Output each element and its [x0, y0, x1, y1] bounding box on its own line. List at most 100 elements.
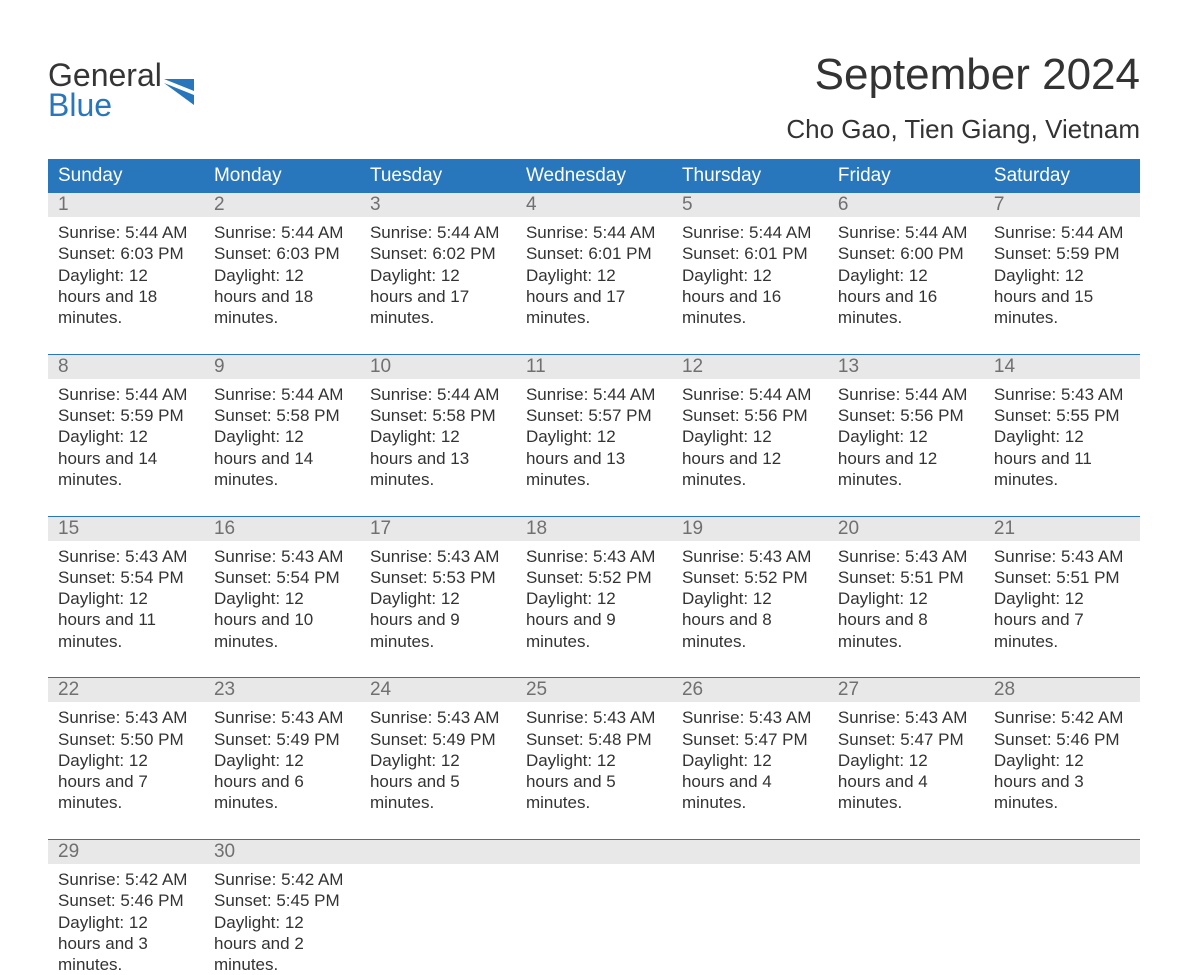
daylight: Daylight: 12 hours and 2 minutes.	[214, 912, 350, 975]
sunrise: Sunrise: 5:43 AM	[214, 707, 350, 728]
daylight: Daylight: 12 hours and 5 minutes.	[370, 750, 506, 814]
sunrise: Sunrise: 5:43 AM	[214, 546, 350, 567]
day-number	[984, 840, 1140, 865]
col-sunday: Sunday	[48, 159, 204, 193]
sunset: Sunset: 5:45 PM	[214, 890, 350, 911]
sunrise: Sunrise: 5:44 AM	[526, 384, 662, 405]
weekday-header-row: Sunday Monday Tuesday Wednesday Thursday…	[48, 159, 1140, 193]
day-number: 11	[516, 354, 672, 379]
sunrise: Sunrise: 5:43 AM	[838, 546, 974, 567]
logo-line2: Blue	[48, 87, 112, 123]
sunset: Sunset: 6:01 PM	[682, 243, 818, 264]
sunset: Sunset: 5:56 PM	[838, 405, 974, 426]
day-number: 5	[672, 193, 828, 217]
sunrise: Sunrise: 5:43 AM	[58, 546, 194, 567]
week-separator	[48, 328, 1140, 354]
day-cell: Sunrise: 5:44 AMSunset: 5:58 PMDaylight:…	[204, 379, 360, 490]
day-cell: Sunrise: 5:44 AMSunset: 6:01 PMDaylight:…	[516, 217, 672, 328]
day-cell: Sunrise: 5:43 AMSunset: 5:47 PMDaylight:…	[672, 702, 828, 813]
sunset: Sunset: 5:57 PM	[526, 405, 662, 426]
day-number: 27	[828, 678, 984, 703]
day-cell: Sunrise: 5:44 AMSunset: 5:57 PMDaylight:…	[516, 379, 672, 490]
sunset: Sunset: 5:53 PM	[370, 567, 506, 588]
day-number: 13	[828, 354, 984, 379]
day-number: 20	[828, 516, 984, 541]
day-number: 12	[672, 354, 828, 379]
day-cell: Sunrise: 5:43 AMSunset: 5:47 PMDaylight:…	[828, 702, 984, 813]
day-number: 9	[204, 354, 360, 379]
daylight: Daylight: 12 hours and 14 minutes.	[214, 426, 350, 490]
logo-text: General Blue	[48, 60, 162, 121]
daynum-row: 891011121314	[48, 354, 1140, 379]
daylight: Daylight: 12 hours and 16 minutes.	[838, 265, 974, 329]
sunrise: Sunrise: 5:43 AM	[526, 546, 662, 567]
data-row: Sunrise: 5:42 AMSunset: 5:46 PM Daylight:…	[48, 864, 1140, 975]
daylight: Daylight: 12 hours and 9 minutes.	[526, 588, 662, 652]
day-cell: Sunrise: 5:43 AMSunset: 5:49 PMDaylight:…	[204, 702, 360, 813]
sunrise: Sunrise: 5:44 AM	[214, 384, 350, 405]
sunset: Sunset: 5:46 PM	[58, 890, 194, 911]
daylight: Daylight: 12 hours and 18 minutes.	[58, 265, 194, 329]
data-row: Sunrise: 5:44 AMSunset: 6:03 PMDaylight:…	[48, 217, 1140, 328]
day-number: 8	[48, 354, 204, 379]
daylight: Daylight: 12 hours and 4 minutes.	[682, 750, 818, 814]
sunset: Sunset: 5:54 PM	[58, 567, 194, 588]
day-number: 19	[672, 516, 828, 541]
daylight: Daylight: 12 hours and 15 minutes.	[994, 265, 1130, 329]
sunrise: Sunrise: 5:44 AM	[682, 384, 818, 405]
sunrise: Sunrise: 5:43 AM	[994, 384, 1130, 405]
day-cell: Sunrise: 5:43 AMSunset: 5:55 PMDaylight:…	[984, 379, 1140, 490]
day-cell: Sunrise: 5:44 AMSunset: 6:03 PMDaylight:…	[48, 217, 204, 328]
col-saturday: Saturday	[984, 159, 1140, 193]
day-cell: Sunrise: 5:43 AMSunset: 5:54 PMDaylight:…	[204, 541, 360, 652]
week-separator	[48, 490, 1140, 516]
sunrise: Sunrise: 5:44 AM	[994, 222, 1130, 243]
day-cell: Sunrise: 5:42 AMSunset: 5:46 PMDaylight:…	[48, 864, 204, 975]
daylight: Daylight: 12 hours and 13 minutes.	[370, 426, 506, 490]
col-thursday: Thursday	[672, 159, 828, 193]
day-cell: Sunrise: 5:43 AMSunset: 5:48 PMDaylight:…	[516, 702, 672, 813]
day-number: 21	[984, 516, 1140, 541]
day-number: 30	[204, 840, 360, 865]
sunset: Sunset: 5:47 PM	[682, 729, 818, 750]
daylight: Daylight: 12 hours and 16 minutes.	[682, 265, 818, 329]
sunset: Sunset: 5:58 PM	[214, 405, 350, 426]
day-cell	[984, 864, 1140, 975]
day-number	[672, 840, 828, 865]
sunset: Sunset: 5:59 PM	[58, 405, 194, 426]
calendar-body: 1234567Sunrise: 5:44 AMSunset: 6:03 PMDa…	[48, 193, 1140, 975]
day-number: 15	[48, 516, 204, 541]
day-cell: Sunrise: 5:44 AMSunset: 5:59 PMDaylight:…	[984, 217, 1140, 328]
daylight: Daylight: 12 hours and 17 minutes.	[370, 265, 506, 329]
day-cell: Sunrise: 5:43 AMSunset: 5:49 PMDaylight:…	[360, 702, 516, 813]
day-cell: Sunrise: 5:44 AMSunset: 6:03 PMDaylight:…	[204, 217, 360, 328]
day-number: 18	[516, 516, 672, 541]
day-cell: Sunrise: 5:42 AMSunset: 5:45 PMDaylight:…	[204, 864, 360, 975]
sunset: Sunset: 5:58 PM	[370, 405, 506, 426]
day-number	[828, 840, 984, 865]
day-number	[516, 840, 672, 865]
col-tuesday: Tuesday	[360, 159, 516, 193]
day-number: 24	[360, 678, 516, 703]
sunset: Sunset: 6:03 PM	[58, 243, 194, 264]
sunset: Sunset: 5:55 PM	[994, 405, 1130, 426]
sunset: Sunset: 6:00 PM	[838, 243, 974, 264]
daylight: Daylight: 12 hours and 11 minutes.	[994, 426, 1130, 490]
day-cell: Sunrise: 5:44 AMSunset: 5:59 PMDaylight:…	[48, 379, 204, 490]
calendar-table: Sunday Monday Tuesday Wednesday Thursday…	[48, 159, 1140, 975]
day-cell: Sunrise: 5:43 AMSunset: 5:50 PMDaylight:…	[48, 702, 204, 813]
sunset: Sunset: 5:56 PM	[682, 405, 818, 426]
daynum-row: 1234567	[48, 193, 1140, 217]
sunset: Sunset: 5:54 PM	[214, 567, 350, 588]
day-cell	[828, 864, 984, 975]
daylight: Daylight: 12 hours and 10 minutes.	[214, 588, 350, 652]
day-cell: Sunrise: 5:44 AMSunset: 6:02 PMDaylight:…	[360, 217, 516, 328]
daylight: Daylight: 12 hours and 6 minutes.	[214, 750, 350, 814]
day-cell	[672, 864, 828, 975]
day-number: 16	[204, 516, 360, 541]
sunrise: Sunrise: 5:42 AM	[58, 869, 194, 890]
data-row: Sunrise: 5:44 AM Sunset: 5:59 PM Daylight:…	[48, 379, 1140, 490]
sunset: Sunset: 5:48 PM	[526, 729, 662, 750]
day-cell: Sunrise: 5:42 AMSunset: 5:46 PMDaylight:…	[984, 702, 1140, 813]
title-block: September 2024 Cho Gao, Tien Giang, Viet…	[786, 50, 1140, 159]
